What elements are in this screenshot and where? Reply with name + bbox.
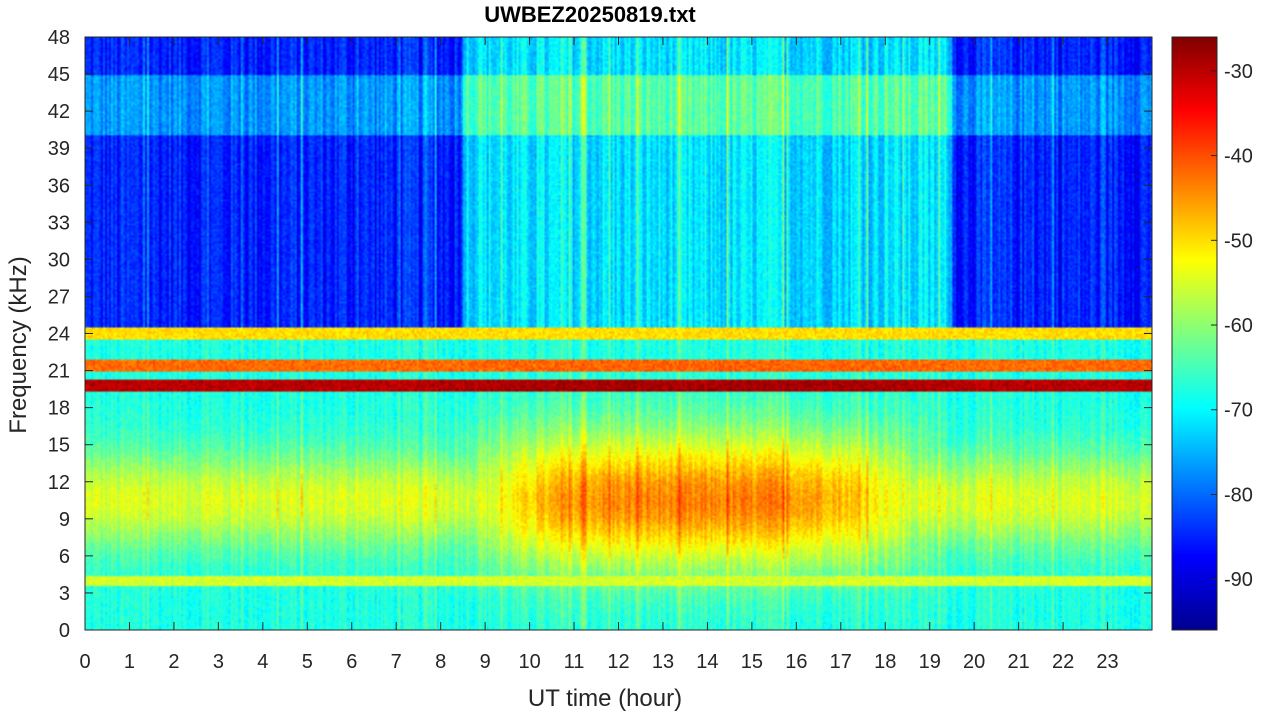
colorbar-tick-label: -60 bbox=[1224, 315, 1253, 337]
y-tick-label: 12 bbox=[48, 472, 70, 494]
colorbar-tick-label: -40 bbox=[1224, 146, 1253, 168]
x-tick-label: 11 bbox=[564, 651, 585, 673]
x-tick-label: 1 bbox=[124, 651, 135, 673]
y-tick-label: 27 bbox=[48, 286, 70, 308]
y-tick-label: 36 bbox=[48, 175, 70, 197]
x-tick-label: 23 bbox=[1096, 651, 1118, 673]
colorbar-ticks: -30 -40 -50 -60 -70 -80 -90 bbox=[1211, 61, 1253, 591]
colorbar-tick-label: -80 bbox=[1224, 484, 1253, 506]
chart-title: UWBEZ20250819.txt bbox=[484, 2, 696, 27]
colorbar-tick-label: -90 bbox=[1224, 569, 1253, 591]
colorbar-tick-label: -70 bbox=[1224, 400, 1253, 422]
x-tick-label: 3 bbox=[213, 651, 224, 673]
colorbar-tick-label: -50 bbox=[1224, 230, 1253, 252]
x-tick-label: 13 bbox=[652, 651, 674, 673]
x-tick-label: 0 bbox=[79, 651, 90, 673]
y-tick-label: 9 bbox=[59, 509, 70, 531]
x-tick-label: 8 bbox=[435, 651, 446, 673]
y-tick-label: 18 bbox=[48, 398, 70, 420]
x-tick-label: 18 bbox=[874, 651, 896, 673]
x-tick-label: 16 bbox=[785, 651, 807, 673]
x-tick-label: 6 bbox=[346, 651, 357, 673]
x-tick-label: 20 bbox=[963, 651, 985, 673]
x-tick-label: 7 bbox=[391, 651, 402, 673]
y-tick-label: 21 bbox=[48, 361, 70, 383]
x-tick-label: 15 bbox=[741, 651, 763, 673]
x-tick-label: 2 bbox=[168, 651, 179, 673]
y-tick-label: 33 bbox=[48, 212, 70, 234]
colorbar-tick-label: -30 bbox=[1224, 61, 1253, 83]
y-tick-label: 30 bbox=[48, 249, 70, 271]
y-tick-label: 45 bbox=[48, 64, 70, 86]
y-tick-label: 39 bbox=[48, 138, 70, 160]
x-tick-label: 17 bbox=[830, 651, 852, 673]
heatmap-image bbox=[85, 37, 1152, 630]
y-tick-label: 48 bbox=[48, 27, 70, 49]
y-axis-label: Frequency (kHz) bbox=[5, 256, 32, 433]
x-tick-label: 14 bbox=[696, 651, 718, 673]
y-tick-label: 42 bbox=[48, 101, 70, 123]
x-tick-label: 5 bbox=[302, 651, 313, 673]
y-tick-label: 6 bbox=[59, 546, 70, 568]
y-tick-label: 15 bbox=[48, 435, 70, 457]
y-tick-label: 0 bbox=[59, 620, 70, 642]
y-tick-label: 3 bbox=[59, 583, 70, 605]
y-tick-label: 24 bbox=[48, 324, 70, 346]
x-tick-label: 21 bbox=[1008, 651, 1030, 673]
x-tick-label: 10 bbox=[518, 651, 540, 673]
x-tick-label: 22 bbox=[1052, 651, 1074, 673]
heatmap-area bbox=[85, 37, 1152, 630]
x-tick-label: 9 bbox=[480, 651, 491, 673]
x-axis-ticks: 0 1 2 3 4 5 6 7 8 9 10 11 12 13 14 15 16 17 18 19 20 21 22 23 bbox=[79, 37, 1119, 673]
x-tick-label: 12 bbox=[607, 651, 629, 673]
x-tick-label: 4 bbox=[257, 651, 268, 673]
colorbar bbox=[1171, 36, 1218, 631]
x-axis-label: UT time (hour) bbox=[528, 685, 682, 712]
x-tick-label: 19 bbox=[919, 651, 941, 673]
